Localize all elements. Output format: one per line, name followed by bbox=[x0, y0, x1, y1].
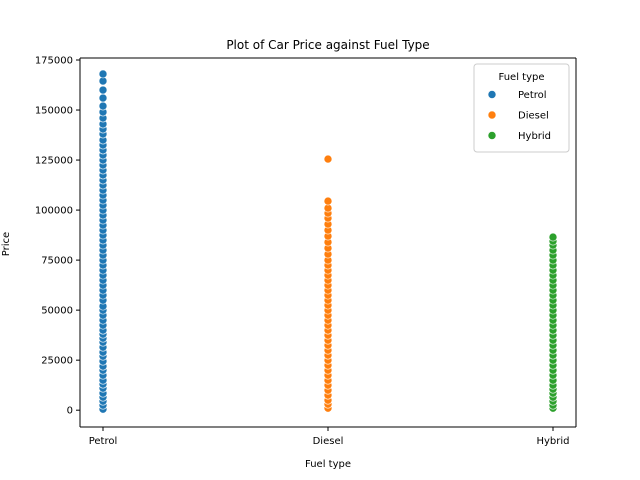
legend-label-diesel: Diesel bbox=[518, 111, 549, 122]
x-tick-label: Petrol bbox=[89, 436, 118, 447]
legend-label-hybrid: Hybrid bbox=[518, 131, 551, 142]
legend: Fuel type Petrol Diesel Hybrid bbox=[473, 63, 570, 153]
data-point-petrol bbox=[98, 93, 108, 103]
legend-marker-hybrid bbox=[487, 131, 497, 140]
legend-marker-petrol bbox=[487, 90, 497, 99]
data-point-petrol bbox=[98, 101, 108, 111]
legend-label-petrol: Petrol bbox=[518, 90, 547, 101]
plot-area: 0 25000 50000 75000 100000 125000 150000 175000… bbox=[35, 56, 577, 447]
y-tick-label: 125000 bbox=[35, 156, 73, 167]
y-tick-label: 75000 bbox=[41, 256, 73, 267]
data-point-hybrid bbox=[548, 232, 558, 242]
data-point-diesel bbox=[323, 196, 333, 206]
legend-marker-diesel bbox=[487, 110, 497, 120]
y-axis-label: Price bbox=[1, 232, 12, 256]
legend-title: Fuel type bbox=[499, 72, 545, 83]
data-point-petrol bbox=[98, 85, 108, 95]
data-point-petrol bbox=[98, 69, 108, 79]
chart-title: Plot of Car Price against Fuel Type bbox=[226, 38, 429, 52]
y-tick-label: 0 bbox=[67, 406, 73, 417]
y-tick-label: 50000 bbox=[41, 306, 73, 317]
data-point-diesel bbox=[323, 154, 333, 164]
y-tick-label: 150000 bbox=[35, 106, 73, 117]
x-tick-label: Diesel bbox=[313, 436, 344, 447]
y-tick-label: 25000 bbox=[41, 356, 73, 367]
x-tick-label: Hybrid bbox=[536, 436, 569, 447]
x-axis-label: Fuel type bbox=[305, 459, 351, 470]
y-tick-label: 175000 bbox=[35, 56, 73, 67]
legend-box bbox=[473, 63, 570, 153]
y-tick-label: 100000 bbox=[35, 206, 73, 217]
